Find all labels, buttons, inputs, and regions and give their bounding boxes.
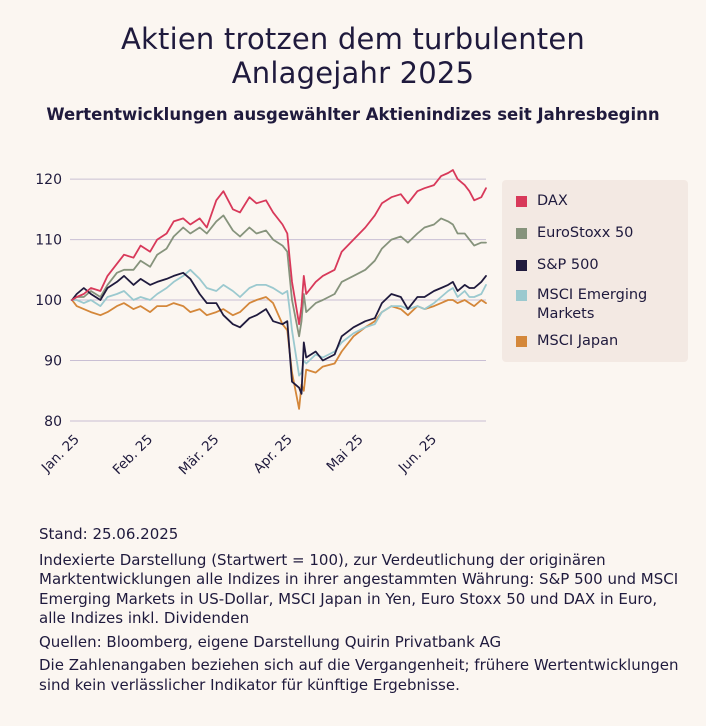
legend-label: S&P 500 <box>537 257 599 273</box>
legend-label: MSCI Emerging Markets <box>537 287 648 322</box>
footnotes: Stand: 25.06.2025 Indexierte Darstellung… <box>39 525 679 699</box>
note-disclaimer: Die Zahlenangaben beziehen sich auf die … <box>39 656 679 694</box>
series-line-s-p-500 <box>71 271 487 395</box>
y-tick-label: 110 <box>35 233 62 249</box>
gridlines <box>70 178 486 422</box>
y-tick-label: 90 <box>44 354 62 370</box>
chart-subtitle: Wertentwicklungen ausgewählter Aktienind… <box>46 105 660 124</box>
series-line-msci-japan <box>71 296 487 410</box>
y-axis-ticks: 80 90 100 110 120 <box>35 172 62 430</box>
legend-item: DAX <box>516 192 677 211</box>
legend-swatch <box>516 290 527 301</box>
legend-item: MSCI Emerging Markets <box>516 286 677 324</box>
note-indexed: Indexierte Darstellung (Startwert = 100)… <box>39 550 679 628</box>
legend-label: MSCI Japan <box>537 333 619 349</box>
chart-title-line1: Aktien trotzen dem turbulenten <box>121 22 585 56</box>
legend: DAX EuroStoxx 50 S&P 500 MSCI Emerging Mark… <box>502 180 688 362</box>
x-tick-label: Apr. 25 <box>251 432 296 477</box>
note-sources: Quellen: Bloomberg, eigene Darstellung Q… <box>39 632 502 651</box>
legend-item: S&P 500 <box>516 256 677 275</box>
series-line-eurostoxx-50 <box>71 214 487 338</box>
line-chart: 80 90 100 110 120 Jan. 25 Feb. 25 Mär. 25 Apr. … <box>35 169 487 479</box>
y-tick-label: 100 <box>35 293 62 309</box>
y-tick-label: 80 <box>44 414 62 430</box>
legend-label: EuroStoxx 50 <box>537 225 634 241</box>
y-tick-label: 120 <box>35 172 62 188</box>
chart-title: Aktien trotzen dem turbulenten Anlagejah… <box>0 22 706 90</box>
x-tick-label: Mai 25 <box>323 432 366 475</box>
note-date: Stand: 25.06.2025 <box>39 525 179 543</box>
series-lines <box>71 169 487 410</box>
x-tick-label: Jun. 25 <box>395 432 440 477</box>
series-line-msci-emerging-markets <box>71 268 487 377</box>
legend-item: EuroStoxx 50 <box>516 224 677 243</box>
legend-label: DAX <box>537 193 568 209</box>
legend-item: MSCI Japan <box>516 332 677 351</box>
x-tick-label: Jan. 25 <box>38 432 83 477</box>
series-line-dax <box>71 169 487 326</box>
chart-title-line2: Anlagejahr 2025 <box>231 56 475 90</box>
legend-swatch <box>516 336 527 347</box>
x-axis-ticks: Jan. 25 Feb. 25 Mär. 25 Apr. 25 Mai 25 Jun. 2… <box>38 432 440 479</box>
x-tick-label: Feb. 25 <box>110 432 156 478</box>
x-tick-label: Mär. 25 <box>176 432 223 479</box>
legend-swatch <box>516 228 527 239</box>
legend-swatch <box>516 260 527 271</box>
legend-swatch <box>516 196 527 207</box>
